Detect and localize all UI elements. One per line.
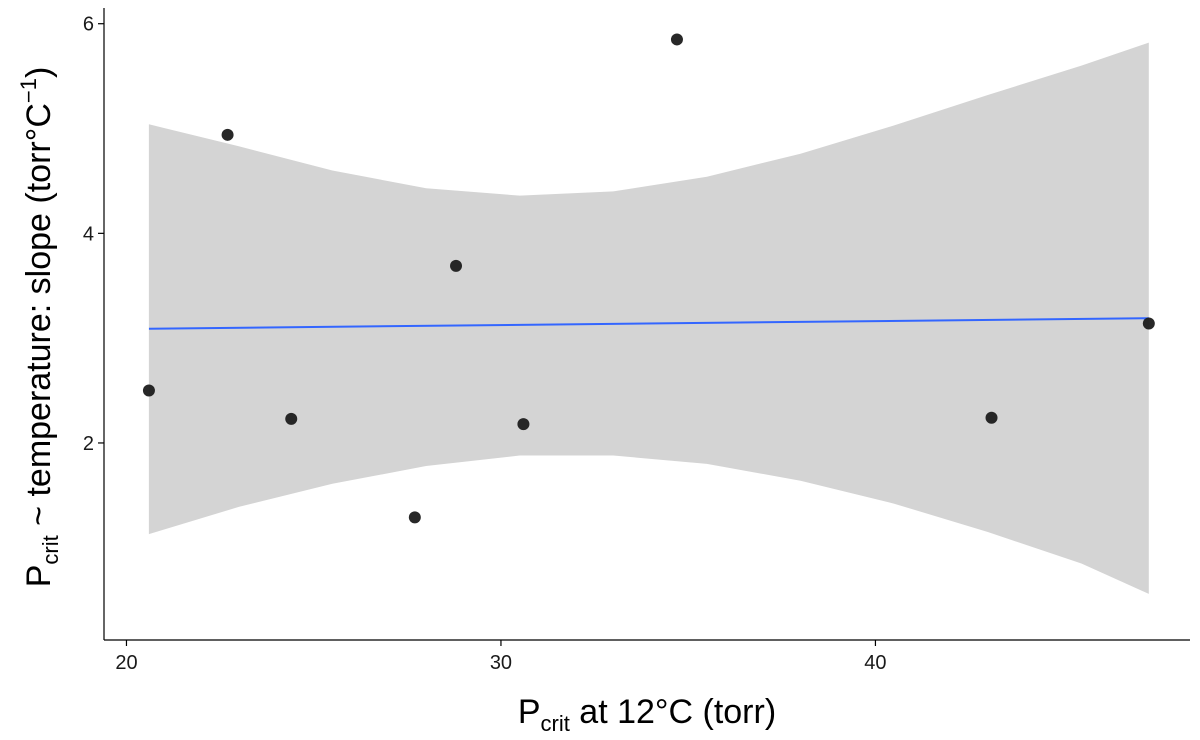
y-axis-title-rest: ~ temperature: slope (torr°C [20,103,58,535]
x-tick-label-30: 30 [490,652,512,674]
y-axis-title-sup: −1 [16,78,41,103]
data-point-7 [670,33,683,46]
data-points [142,33,1155,524]
data-point-8 [985,411,998,424]
data-point-2 [221,128,234,141]
x-axis-title-rest: at 12°C (torr) [570,693,776,731]
data-point-9 [1142,317,1155,330]
y-axis-title-main: P [20,565,58,588]
x-tick-label-20: 20 [115,652,137,674]
x-axis-title: Pcrit at 12°C (torr) [518,693,776,736]
x-tick-label-40: 40 [864,652,886,674]
x-axis-title-sub: crit [541,711,570,736]
data-point-6 [517,418,530,431]
regression-line [148,317,1149,330]
y-axis-title: Pcrit ~ temperature: slope (torr°C−1) [16,67,63,588]
confidence-band [148,42,1149,594]
x-axis-title-main: P [518,693,541,731]
data-point-3 [285,412,298,425]
x-axis-ticks: 20 30 40 [115,640,887,674]
y-tick-label-2: 2 [83,433,94,455]
axes: 20 30 40 2 4 6 [83,8,1190,674]
plot-panel [142,33,1155,594]
data-point-4 [408,511,421,524]
data-point-5 [450,259,463,272]
data-point-1 [142,384,155,397]
y-tick-label-4: 4 [83,223,94,245]
y-axis-title-sub: crit [38,535,63,564]
y-axis-title-end: ) [20,67,58,78]
y-tick-label-6: 6 [83,14,94,36]
y-axis-ticks: 2 4 6 [83,14,104,455]
